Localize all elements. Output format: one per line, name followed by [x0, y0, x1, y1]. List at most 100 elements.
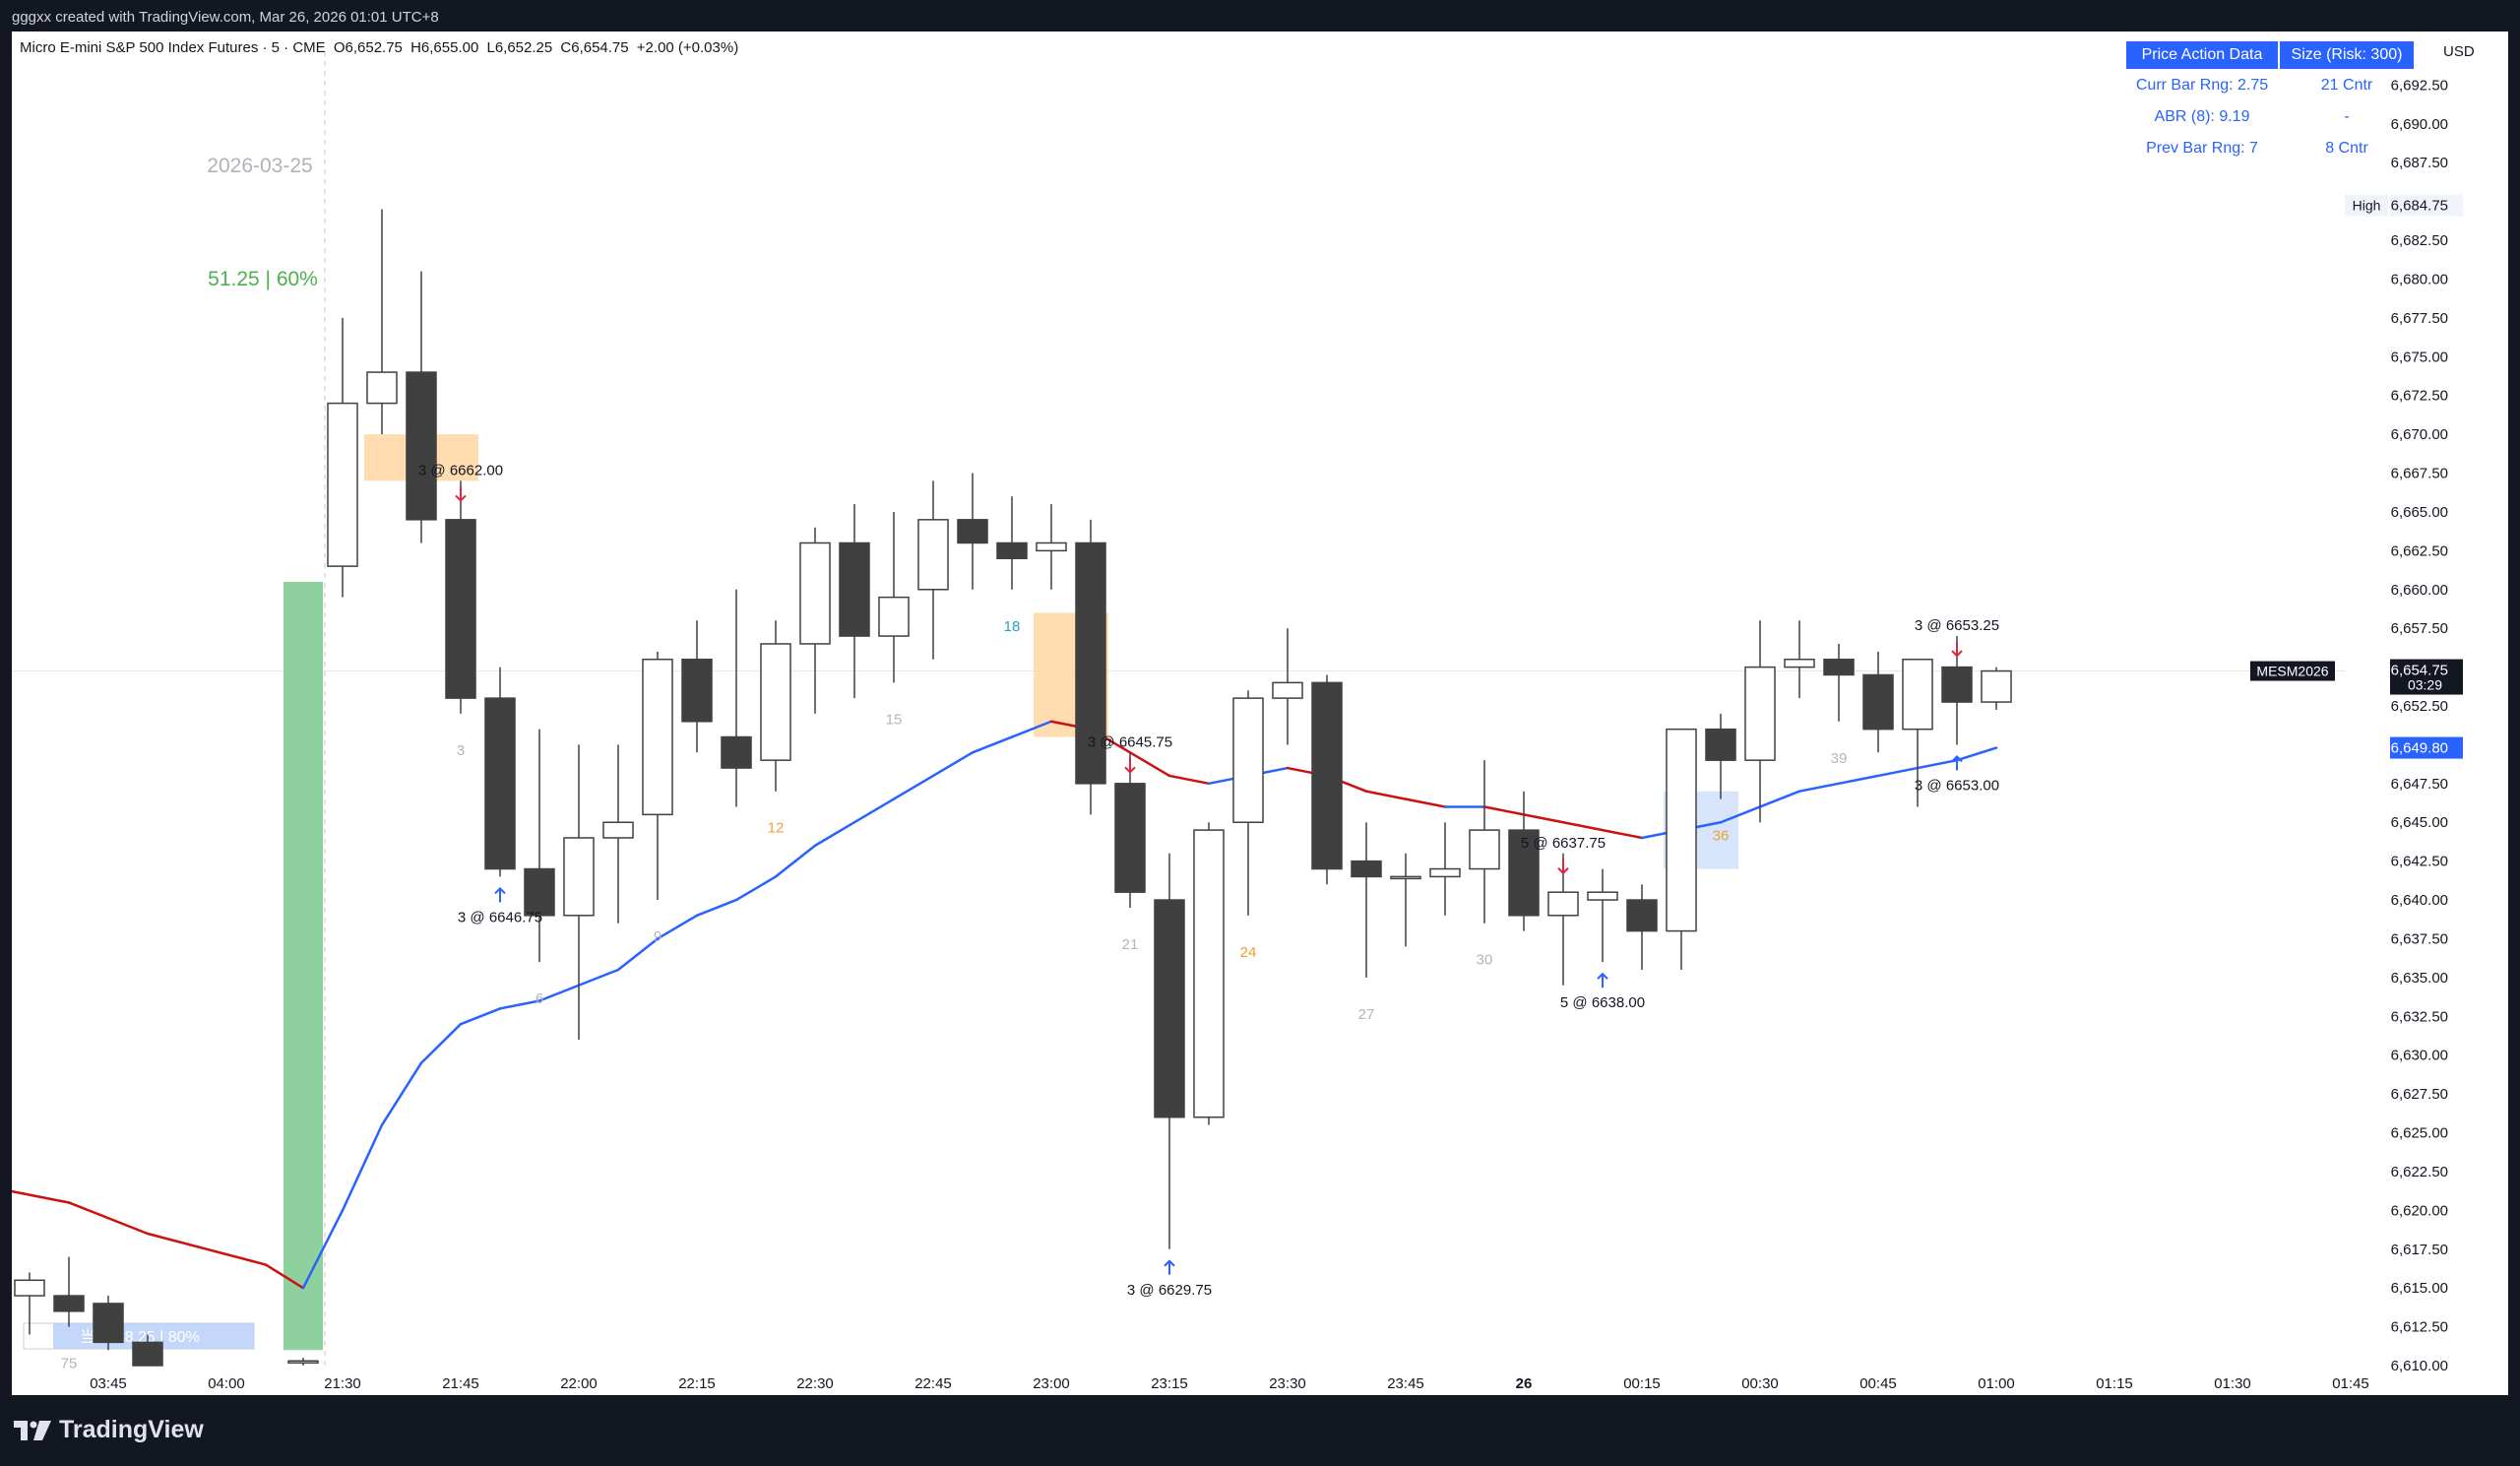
candle-22:00: [563, 744, 595, 1040]
candle-body: [1902, 658, 1933, 731]
trade-label-buy-7: 3 @ 6653.00: [1915, 777, 1999, 794]
symbol-legend: Micro E-mini S&P 500 Index Futures · 5 ·…: [20, 39, 738, 56]
candle-22:35: [839, 504, 870, 699]
ema-segment: [813, 820, 856, 848]
bar-countdown: 03:29: [2408, 677, 2442, 693]
candle-22:20: [721, 589, 752, 807]
ema-segment: [656, 914, 699, 940]
candle-21:35: [366, 209, 398, 435]
ema-segment: [695, 898, 738, 918]
bar-count-75: 75: [61, 1356, 78, 1372]
candle-body: [1626, 899, 1658, 932]
ema-segment: [537, 984, 581, 1002]
ema-segment: [380, 1061, 423, 1126]
candle-21:55: [524, 729, 555, 963]
candle-body: [1862, 673, 1894, 731]
candle-body: [14, 1279, 45, 1297]
currency-label[interactable]: USD: [2443, 43, 2475, 60]
last-price-bg: [2390, 659, 2463, 695]
candle-00:20: [1666, 728, 1697, 970]
time-tick-01:30: 01:30: [2214, 1375, 2251, 1392]
candle-22:05: [602, 744, 634, 924]
candle-body: [1469, 829, 1500, 870]
trade-label-sell-0: 3 @ 6662.00: [418, 462, 503, 478]
candle-23:15: [1154, 853, 1185, 1249]
ema-segment: [1916, 758, 1959, 770]
pa-header-price-action: Price Action Data: [2126, 41, 2278, 69]
price-tick: 6,682.50: [2391, 232, 2448, 249]
ema-segment: [1955, 746, 1998, 762]
bar-count-39: 39: [1831, 750, 1848, 767]
pa-prev-bar-range: Prev Bar Rng: 7: [2146, 140, 2258, 157]
candle-body: [1075, 542, 1106, 785]
candle-21:50: [484, 667, 516, 877]
ema-segment: [419, 1022, 463, 1064]
ema-segment: [734, 875, 778, 902]
trade-label-sell-6: 3 @ 6653.25: [1915, 617, 1999, 634]
candle-body: [721, 735, 752, 769]
candle-body: [132, 1341, 163, 1367]
buy-arrow-icon: [494, 886, 506, 903]
high-value: 6,684.75: [2391, 198, 2448, 215]
trade-label-buy-3: 3 @ 6629.75: [1127, 1282, 1212, 1299]
ema-segment: [971, 735, 1014, 754]
trade-label-sell-4: 5 @ 6637.75: [1521, 835, 1606, 852]
buy-arrow-icon: [1164, 1259, 1175, 1275]
candle-body: [327, 402, 358, 567]
ohlc-close: C6,654.75: [560, 39, 629, 56]
candle-body: [1587, 891, 1618, 901]
time-tick-01:45: 01:45: [2332, 1375, 2369, 1392]
attribution-text: gggxx created with TradingView.com, Mar …: [12, 9, 439, 26]
candle-23:05: [1075, 519, 1106, 815]
chart-area[interactable]: 2026-03-25 51.25 | 60% 当日 88.25 | 80% 75 3 6 9…: [12, 32, 2508, 1395]
bar-count-6: 6: [536, 990, 543, 1007]
candle-body: [1666, 728, 1697, 932]
candle-00:45: [1862, 651, 1894, 753]
ohlc-open: O6,652.75: [333, 39, 403, 56]
price-tick: 6,652.50: [2391, 698, 2448, 715]
price-tick: 6,647.50: [2391, 776, 2448, 793]
time-tick-23:00: 23:00: [1033, 1375, 1070, 1392]
high-tag-bg: [2345, 194, 2388, 217]
price-tick: 6,657.50: [2391, 620, 2448, 637]
price-tick: 6,667.50: [2391, 466, 2448, 482]
ema-segment: [1364, 790, 1408, 800]
candle-body: [996, 542, 1028, 559]
ema-segment: [1010, 720, 1053, 738]
candle-23:35: [1311, 674, 1343, 885]
ohlc-low: L6,652.25: [486, 39, 553, 56]
ema-segment: [1719, 805, 1762, 824]
candle-body: [366, 371, 398, 405]
tradingview-logo[interactable]: TradingView: [14, 1416, 204, 1444]
ema-segment: [1167, 774, 1211, 786]
price-tick: 6,642.50: [2391, 854, 2448, 870]
candle-body: [642, 658, 673, 816]
candle-body: [957, 519, 988, 544]
symbol-tag-bg: [2250, 661, 2335, 681]
time-tick-00:30: 00:30: [1741, 1375, 1779, 1392]
candle-body: [1272, 681, 1303, 699]
price-tick: 6,660.00: [2391, 582, 2448, 599]
ema-segment: [67, 1201, 150, 1236]
time-tick-00:15: 00:15: [1623, 1375, 1661, 1392]
candle-body: [1823, 658, 1855, 676]
sell-arrow-icon: [1951, 642, 1963, 658]
candle-22:30: [799, 527, 831, 714]
candle-22:40: [878, 511, 910, 683]
ema-segment: [1404, 797, 1447, 808]
ohlc-high: H6,655.00: [410, 39, 479, 56]
last-price-value: 6,654.75: [2391, 663, 2448, 679]
candle-23:10: [1114, 752, 1146, 908]
trade-label-buy-5: 5 @ 6638.00: [1560, 994, 1645, 1011]
price-tick: 6,610.00: [2391, 1358, 2448, 1374]
ema-segment: [577, 968, 620, 988]
time-tick-03:45: 03:45: [90, 1375, 127, 1392]
tradingview-logo-text: TradingView: [59, 1416, 204, 1443]
volume-spike-bar: [284, 581, 323, 1351]
candle-22:25: [760, 620, 791, 792]
gap-stat-label: 51.25 | 60%: [208, 268, 318, 290]
session-date-label: 2026-03-25: [207, 155, 312, 177]
ema-segment: [852, 797, 896, 824]
price-tick: 6,620.00: [2391, 1202, 2448, 1219]
